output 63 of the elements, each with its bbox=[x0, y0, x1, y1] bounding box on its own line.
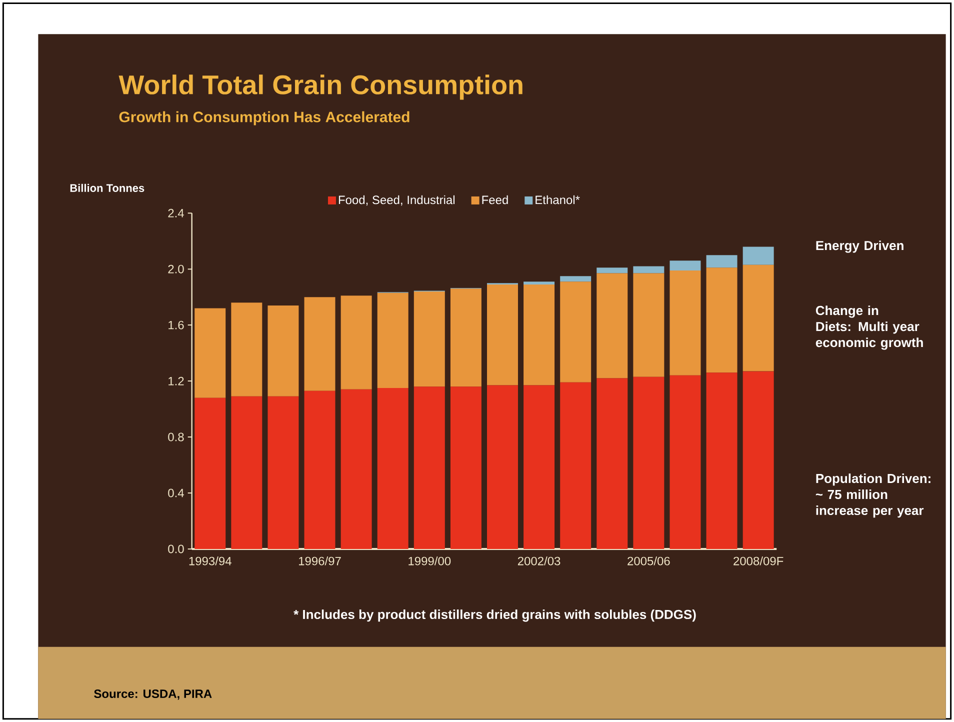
bar bbox=[194, 398, 226, 549]
bar bbox=[596, 378, 628, 549]
y-tick-label: 1.2 bbox=[168, 376, 184, 386]
bar bbox=[450, 386, 482, 549]
y-tick-label: 1.6 bbox=[168, 320, 184, 330]
bar bbox=[487, 284, 518, 386]
bar bbox=[706, 372, 738, 549]
y-tick-label: 2.0 bbox=[168, 264, 184, 274]
bar bbox=[706, 268, 738, 373]
y-tick-label: 0.4 bbox=[168, 488, 184, 498]
text: * Includes by product distillers dried grains with solubles (DDGS) bbox=[294, 609, 696, 622]
text: Energy Driven bbox=[816, 240, 904, 253]
bar bbox=[414, 386, 445, 549]
bar bbox=[633, 376, 664, 549]
bar bbox=[670, 260, 701, 270]
bar bbox=[524, 284, 555, 386]
bar bbox=[596, 268, 628, 274]
bar bbox=[524, 385, 555, 549]
bar bbox=[706, 255, 738, 268]
bar bbox=[560, 276, 592, 282]
bar bbox=[670, 270, 701, 376]
x-tick-label: 1996/97 bbox=[298, 556, 341, 566]
y-tick-label: 0.0 bbox=[168, 544, 184, 554]
bar bbox=[340, 389, 372, 549]
bar bbox=[377, 388, 408, 549]
legend-label: Feed bbox=[482, 195, 508, 204]
bar bbox=[377, 292, 408, 388]
x-tick-label: 1993/94 bbox=[189, 556, 232, 566]
bar bbox=[304, 390, 336, 549]
bar bbox=[340, 296, 372, 390]
bar bbox=[450, 288, 482, 387]
text: Change in Diets: Multi year economic growth bbox=[816, 306, 923, 350]
bar bbox=[633, 266, 664, 274]
legend-label: Food, Seed, Industrial bbox=[338, 195, 455, 206]
bar bbox=[414, 291, 445, 387]
x-tick-label: 1999/00 bbox=[408, 556, 451, 566]
bar bbox=[742, 246, 774, 265]
bar bbox=[304, 297, 336, 391]
bar bbox=[596, 273, 628, 378]
y-tick-label: 2.4 bbox=[168, 208, 184, 218]
y-axis-title: Billion Tonnes bbox=[70, 184, 144, 192]
bar bbox=[231, 396, 262, 549]
bar bbox=[560, 382, 592, 549]
x-tick-label: 2005/06 bbox=[628, 556, 670, 566]
y-tick-label: 0.8 bbox=[168, 432, 184, 442]
bar bbox=[231, 302, 262, 396]
text: Population Driven: ~ 75 million increase per year bbox=[816, 473, 930, 518]
bar bbox=[742, 371, 774, 549]
bar bbox=[742, 264, 774, 372]
bar bbox=[524, 282, 555, 284]
x-tick-label: 2008/09F bbox=[734, 556, 784, 566]
bar bbox=[268, 396, 299, 549]
bar bbox=[487, 385, 518, 549]
legend-label: Ethanol* bbox=[536, 195, 580, 204]
chart-title: World Total Grain Consumption bbox=[118, 74, 522, 100]
bar bbox=[670, 375, 701, 549]
bar bbox=[633, 273, 664, 377]
chart-subtitle: Growth in Consumption Has Accelerated bbox=[119, 111, 410, 126]
source-note: Source: USDA, PIRA bbox=[94, 689, 212, 700]
x-tick-label: 2002/03 bbox=[518, 556, 560, 566]
bar bbox=[194, 308, 226, 398]
bar bbox=[560, 282, 592, 382]
bar bbox=[268, 305, 299, 396]
